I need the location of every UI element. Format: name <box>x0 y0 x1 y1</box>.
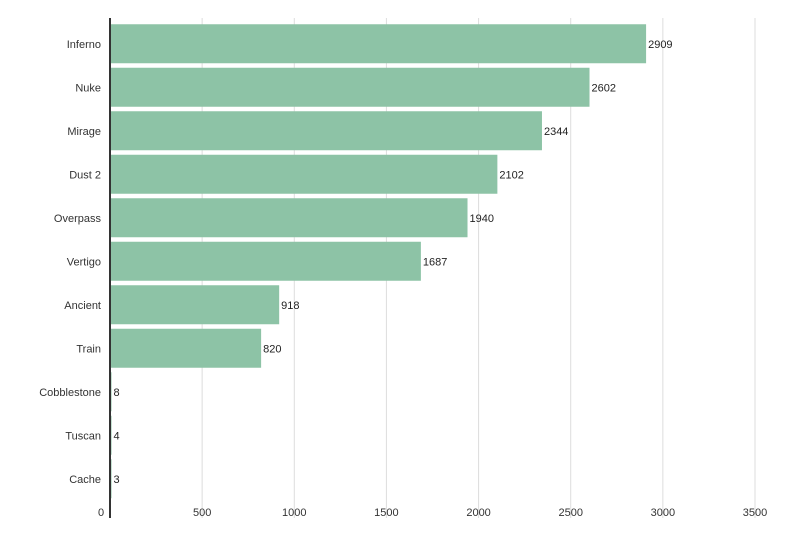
category-label: Tuscan <box>65 430 101 442</box>
bar-vertigo <box>110 241 421 281</box>
category-label: Inferno <box>67 39 101 51</box>
x-tick-label: 2500 <box>558 507 582 519</box>
category-label: Dust 2 <box>69 169 101 181</box>
category-label: Ancient <box>64 300 101 312</box>
bar-ancient <box>110 285 280 325</box>
value-label: 3 <box>114 474 120 486</box>
bar-inferno <box>110 24 647 64</box>
value-label: 1940 <box>470 213 494 225</box>
x-tick-label: 3000 <box>651 507 675 519</box>
bar-dust-2 <box>110 154 498 194</box>
x-tick-label: 1000 <box>282 507 306 519</box>
value-label: 820 <box>263 343 281 355</box>
value-label: 2909 <box>648 39 672 51</box>
category-label: Overpass <box>54 213 102 225</box>
value-label: 2344 <box>544 126 568 138</box>
category-label: Cobblestone <box>39 387 101 399</box>
category-label: Mirage <box>67 126 101 138</box>
x-tick-label: 500 <box>193 507 211 519</box>
category-label: Cache <box>69 474 101 486</box>
bars <box>110 24 647 499</box>
value-label: 4 <box>114 430 120 442</box>
bar-overpass <box>110 198 468 238</box>
value-label: 8 <box>114 387 120 399</box>
bar-train <box>110 328 262 368</box>
value-label: 1687 <box>423 256 447 268</box>
x-tick-label: 3500 <box>743 507 767 519</box>
category-label: Train <box>76 343 101 355</box>
x-tick-label: 0 <box>98 507 104 519</box>
bar-nuke <box>110 67 590 107</box>
category-label: Nuke <box>75 82 101 94</box>
x-tick-label: 1500 <box>374 507 398 519</box>
x-tick-label: 2000 <box>466 507 490 519</box>
value-label: 2102 <box>499 169 523 181</box>
value-label: 2602 <box>592 82 616 94</box>
bar-mirage <box>110 111 542 151</box>
labels: 0 500 1000 1500 2000 2500 3000 3500 Inferno 2909 N… <box>39 39 767 519</box>
category-label: Vertigo <box>67 256 101 268</box>
value-label: 918 <box>281 300 299 312</box>
